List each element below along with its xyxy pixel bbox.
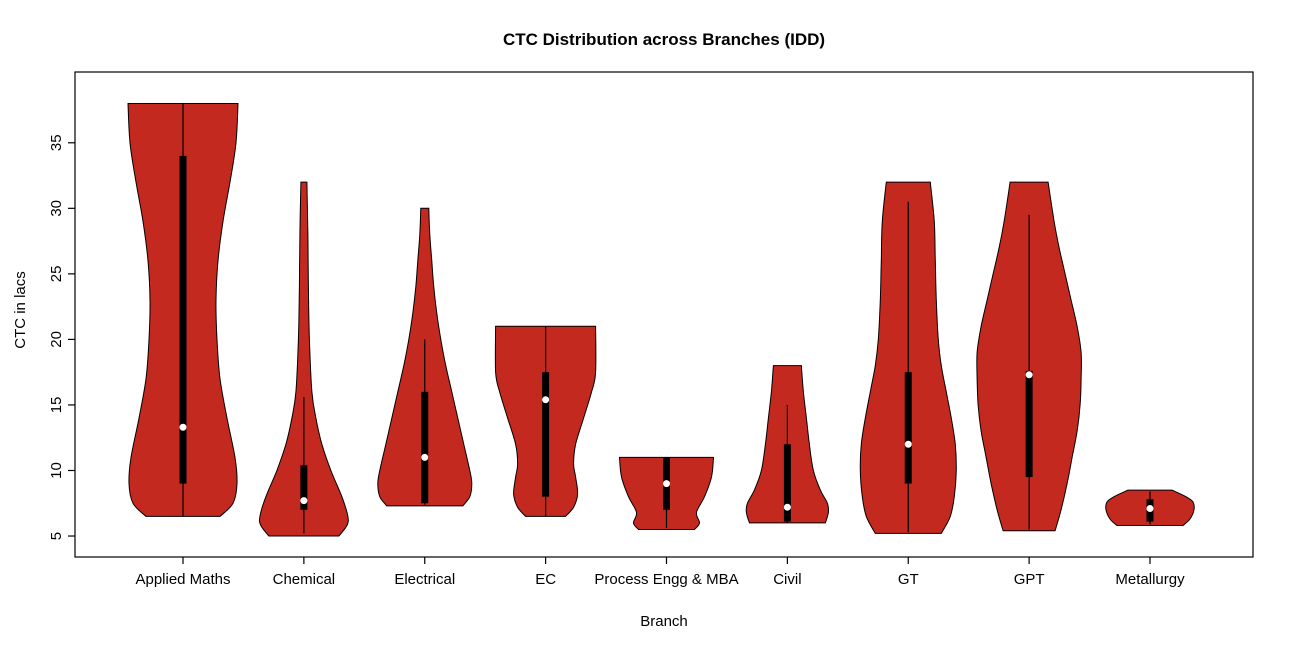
chart-title: CTC Distribution across Branches (IDD) <box>502 30 826 49</box>
iqr-box-gpt <box>1025 370 1033 478</box>
median-dot-ec <box>542 396 550 404</box>
iqr-box-civil <box>783 444 791 522</box>
median-dot-applied-maths <box>179 423 187 431</box>
x-tick-label: Process Engg & MBA <box>594 571 738 588</box>
median-dot-gpt <box>1025 371 1033 379</box>
y-tick-label: 15 <box>48 397 65 414</box>
x-tick-label: Chemical <box>273 571 336 588</box>
median-dot-electrical <box>421 453 429 461</box>
median-dot-chemical <box>300 497 308 505</box>
y-tick-label: 25 <box>48 266 65 283</box>
y-tick-label: 20 <box>48 331 65 348</box>
iqr-box-gt <box>904 372 912 484</box>
x-tick-label: EC <box>535 571 556 588</box>
x-tick-label: GT <box>898 571 919 588</box>
iqr-box-electrical <box>421 391 429 504</box>
x-tick-label: Civil <box>773 571 801 588</box>
x-axis-label: Branch <box>640 613 688 630</box>
iqr-box-applied-maths <box>179 155 187 484</box>
y-tick-label: 10 <box>48 462 65 479</box>
x-tick-label: GPT <box>1014 571 1045 588</box>
x-tick-label: Applied Maths <box>135 571 230 588</box>
median-dot-metallurgy <box>1146 505 1154 512</box>
iqr-box-chemical <box>300 465 308 510</box>
median-dot-process-engg-mba <box>663 480 670 488</box>
y-tick-label: 30 <box>48 200 65 217</box>
median-dot-civil <box>783 503 791 511</box>
plot-border <box>74 71 1254 558</box>
y-tick-label: 5 <box>48 532 65 540</box>
x-tick-label: Metallurgy <box>1115 571 1185 588</box>
y-tick-label: 35 <box>48 134 65 151</box>
violin-chemical <box>258 181 349 537</box>
x-tick-label: Electrical <box>394 571 455 588</box>
iqr-box-ec <box>542 372 550 497</box>
median-dot-gt <box>904 440 912 448</box>
